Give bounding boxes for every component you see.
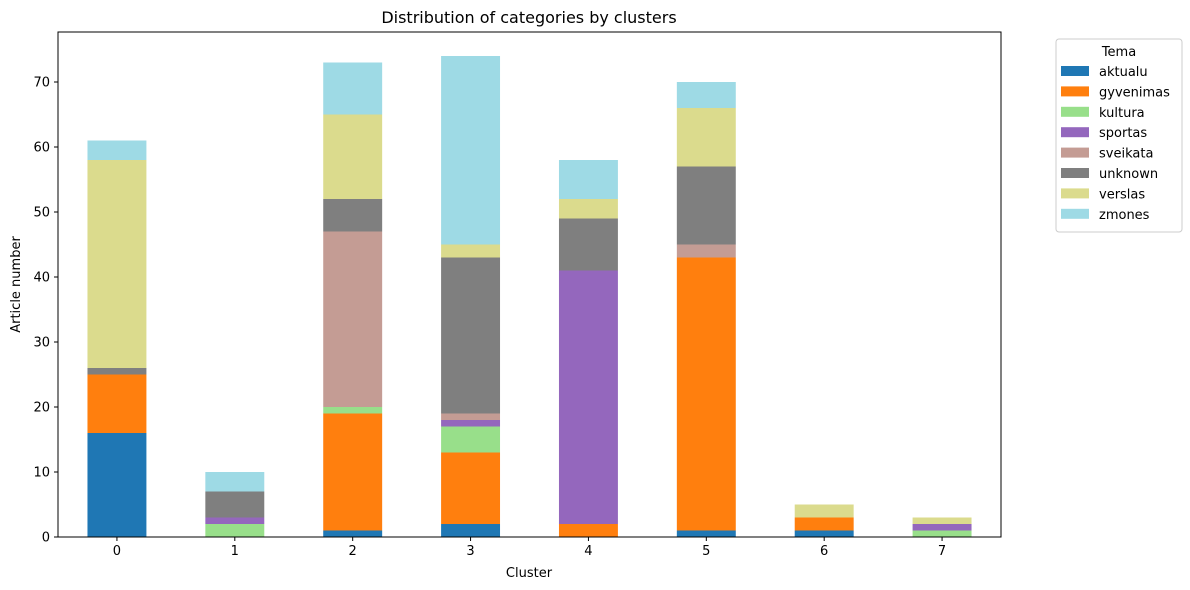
bar-cluster-3-zmones <box>441 56 501 245</box>
legend-title: Tema <box>1101 45 1136 60</box>
bar-cluster-4-unknown <box>558 218 618 271</box>
bar-cluster-7-verslas <box>912 517 972 524</box>
y-tick-label: 20 <box>33 401 50 416</box>
plot-frame <box>57 31 1002 538</box>
x-axis-label: Cluster <box>506 566 553 581</box>
y-tick-label: 60 <box>33 141 50 156</box>
bar-cluster-3-unknown <box>441 257 501 414</box>
legend-swatch-zmones <box>1061 208 1089 219</box>
bar-cluster-1-unknown <box>205 491 265 518</box>
bar-cluster-3-sportas <box>441 420 501 427</box>
legend-swatch-gyvenimas <box>1061 86 1089 97</box>
bar-cluster-0-unknown <box>87 368 147 375</box>
legend-swatch-kultura <box>1061 106 1089 117</box>
bar-cluster-5-aktualu <box>676 530 736 537</box>
legend-label-kultura: kultura <box>1099 106 1145 121</box>
x-tick-label: 4 <box>584 544 592 559</box>
legend-swatch-verslas <box>1061 188 1089 199</box>
x-tick-label: 5 <box>702 544 710 559</box>
bar-cluster-3-kultura <box>441 426 501 453</box>
y-tick-label: 70 <box>33 76 50 91</box>
y-tick-label: 50 <box>33 206 50 221</box>
legend-swatch-sveikata <box>1061 147 1089 158</box>
bar-cluster-3-aktualu <box>441 524 501 537</box>
bar-cluster-3-sveikata <box>441 413 501 420</box>
x-tick-label: 7 <box>938 544 946 559</box>
legend-swatch-sportas <box>1061 127 1089 138</box>
bar-cluster-3-verslas <box>441 244 501 258</box>
bar-cluster-6-gyvenimas <box>794 517 854 531</box>
bar-cluster-1-zmones <box>205 472 265 492</box>
bar-cluster-5-sveikata <box>676 244 736 258</box>
legend-label-verslas: verslas <box>1099 187 1145 202</box>
x-tick-label: 1 <box>231 544 239 559</box>
legend-label-unknown: unknown <box>1099 167 1158 182</box>
legend-label-sportas: sportas <box>1099 126 1147 141</box>
bar-cluster-5-gyvenimas <box>676 257 736 531</box>
bar-cluster-0-zmones <box>87 140 147 160</box>
legend-label-zmones: zmones <box>1099 208 1150 223</box>
y-tick-label: 40 <box>33 271 50 286</box>
bar-cluster-0-verslas <box>87 160 147 368</box>
bar-cluster-3-gyvenimas <box>441 452 501 524</box>
bars-layer <box>87 56 972 537</box>
y-tick-label: 10 <box>33 466 50 481</box>
bar-cluster-4-verslas <box>558 199 618 219</box>
y-axis-label: Article number <box>9 236 24 333</box>
bar-cluster-7-kultura <box>912 530 972 537</box>
bar-cluster-2-aktualu <box>323 530 383 537</box>
bar-cluster-6-verslas <box>794 504 854 518</box>
bar-cluster-5-unknown <box>676 166 736 245</box>
bar-cluster-2-sveikata <box>323 231 383 407</box>
bar-cluster-4-sportas <box>558 270 618 524</box>
bar-cluster-1-sportas <box>205 517 265 524</box>
bar-cluster-2-zmones <box>323 62 383 115</box>
legend-items: aktualu gyvenimas kultura sportas sveikata un… <box>1061 65 1170 223</box>
bar-cluster-2-gyvenimas <box>323 413 383 531</box>
x-axis-ticks: 0 1 2 3 4 5 6 7 <box>113 537 946 559</box>
bar-cluster-5-verslas <box>676 108 736 167</box>
legend: Tema aktualu gyvenimas kultura sportas sveik… <box>1055 38 1183 233</box>
legend-label-sveikata: sveikata <box>1099 147 1153 162</box>
legend-swatch-unknown <box>1061 168 1089 178</box>
legend-swatch-aktualu <box>1061 66 1089 76</box>
y-axis-ticks: 0 10 20 30 40 50 60 70 <box>33 76 58 546</box>
x-tick-label: 3 <box>466 544 474 559</box>
bar-cluster-5-zmones <box>676 82 736 108</box>
chart-title: Distribution of categories by clusters <box>381 8 676 27</box>
bar-cluster-2-verslas <box>323 114 383 199</box>
bar-cluster-4-zmones <box>558 160 618 199</box>
bar-cluster-4-gyvenimas <box>558 524 618 537</box>
bar-cluster-2-unknown <box>323 199 383 232</box>
legend-label-gyvenimas: gyvenimas <box>1099 85 1170 100</box>
bar-cluster-7-sportas <box>912 524 972 531</box>
bar-cluster-2-kultura <box>323 407 383 414</box>
legend-label-aktualu: aktualu <box>1099 65 1148 80</box>
x-tick-label: 6 <box>820 544 828 559</box>
y-tick-label: 0 <box>42 531 50 546</box>
bar-cluster-0-gyvenimas <box>87 374 147 433</box>
bar-cluster-6-aktualu <box>794 530 854 537</box>
x-tick-label: 0 <box>113 544 121 559</box>
x-tick-label: 2 <box>349 544 357 559</box>
bar-cluster-1-kultura <box>205 524 265 537</box>
bar-cluster-0-aktualu <box>87 433 147 537</box>
y-tick-label: 30 <box>33 336 50 351</box>
